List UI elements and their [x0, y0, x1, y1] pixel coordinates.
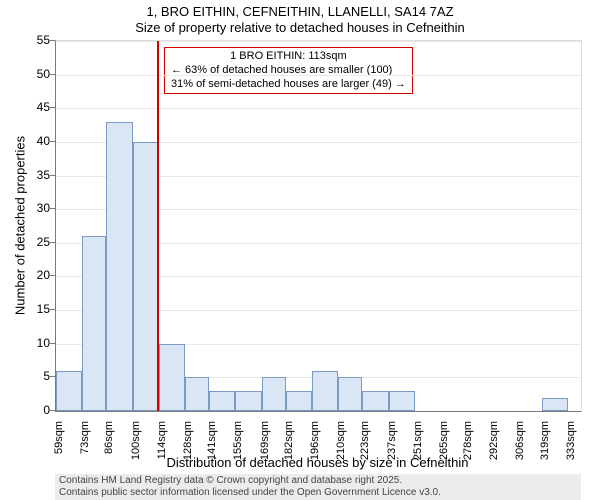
annotation-line-3: 31% of semi-detached houses are larger (…: [171, 78, 406, 92]
histogram-bar: [362, 391, 388, 411]
x-tick-label: 141sqm: [206, 421, 218, 481]
histogram-bar: [82, 236, 106, 411]
x-tick-label: 292sqm: [488, 421, 500, 481]
x-tick-label: 73sqm: [79, 421, 91, 481]
x-tick-label: 59sqm: [53, 421, 65, 481]
x-tick-label: 114sqm: [156, 421, 168, 481]
histogram-bar: [338, 377, 362, 411]
x-tick-label: 196sqm: [309, 421, 321, 481]
y-tick-label: 35: [10, 168, 50, 182]
y-tick-label: 25: [10, 235, 50, 249]
y-tick-label: 55: [10, 33, 50, 47]
y-tick-mark: [50, 343, 55, 344]
x-tick-label: 128sqm: [182, 421, 194, 481]
x-tick-label: 306sqm: [514, 421, 526, 481]
plot-area: 1 BRO EITHIN: 113sqm ← 63% of detached h…: [55, 40, 582, 412]
y-tick-mark: [50, 410, 55, 411]
histogram-bar: [262, 377, 286, 411]
histogram-bar: [312, 371, 338, 411]
histogram-bar: [133, 142, 159, 411]
y-tick-label: 15: [10, 302, 50, 316]
x-tick-label: 237sqm: [386, 421, 398, 481]
y-tick-mark: [50, 40, 55, 41]
x-tick-label: 333sqm: [565, 421, 577, 481]
x-tick-label: 182sqm: [283, 421, 295, 481]
y-tick-label: 50: [10, 67, 50, 81]
y-tick-label: 5: [10, 369, 50, 383]
y-tick-label: 40: [10, 134, 50, 148]
y-tick-mark: [50, 141, 55, 142]
histogram-bar: [286, 391, 312, 411]
x-tick-label: 223sqm: [359, 421, 371, 481]
title-line-1: 1, BRO EITHIN, CEFNEITHIN, LLANELLI, SA1…: [0, 4, 600, 19]
y-tick-mark: [50, 275, 55, 276]
gridline: [56, 75, 581, 76]
histogram-bar: [159, 344, 185, 411]
y-tick-mark: [50, 242, 55, 243]
histogram-bar: [56, 371, 82, 411]
histogram-bar: [389, 391, 415, 411]
y-tick-mark: [50, 309, 55, 310]
y-tick-label: 10: [10, 336, 50, 350]
footer-line-2: Contains public sector information licen…: [59, 487, 577, 499]
y-tick-mark: [50, 175, 55, 176]
x-tick-label: 155sqm: [232, 421, 244, 481]
y-tick-mark: [50, 208, 55, 209]
histogram-bar: [209, 391, 235, 411]
annotation-box: 1 BRO EITHIN: 113sqm ← 63% of detached h…: [164, 47, 413, 94]
x-tick-label: 278sqm: [462, 421, 474, 481]
y-tick-mark: [50, 74, 55, 75]
x-tick-label: 100sqm: [130, 421, 142, 481]
annotation-line-1: 1 BRO EITHIN: 113sqm: [171, 50, 406, 64]
x-tick-label: 86sqm: [103, 421, 115, 481]
y-tick-label: 20: [10, 268, 50, 282]
y-tick-label: 30: [10, 201, 50, 215]
gridline: [56, 41, 581, 42]
y-axis-label: Number of detached properties: [13, 126, 28, 326]
chart-container: 1, BRO EITHIN, CEFNEITHIN, LLANELLI, SA1…: [0, 0, 600, 500]
x-tick-label: 210sqm: [335, 421, 347, 481]
x-tick-label: 169sqm: [259, 421, 271, 481]
x-tick-label: 319sqm: [539, 421, 551, 481]
y-tick-mark: [50, 376, 55, 377]
y-tick-label: 45: [10, 100, 50, 114]
x-tick-label: 265sqm: [438, 421, 450, 481]
title-line-2: Size of property relative to detached ho…: [0, 20, 600, 35]
y-tick-mark: [50, 107, 55, 108]
marker-line: [157, 41, 159, 411]
histogram-bar: [542, 398, 568, 411]
histogram-bar: [106, 122, 132, 411]
histogram-bar: [185, 377, 209, 411]
x-tick-label: 251sqm: [412, 421, 424, 481]
histogram-bar: [235, 391, 261, 411]
y-tick-label: 0: [10, 403, 50, 417]
gridline: [56, 108, 581, 109]
